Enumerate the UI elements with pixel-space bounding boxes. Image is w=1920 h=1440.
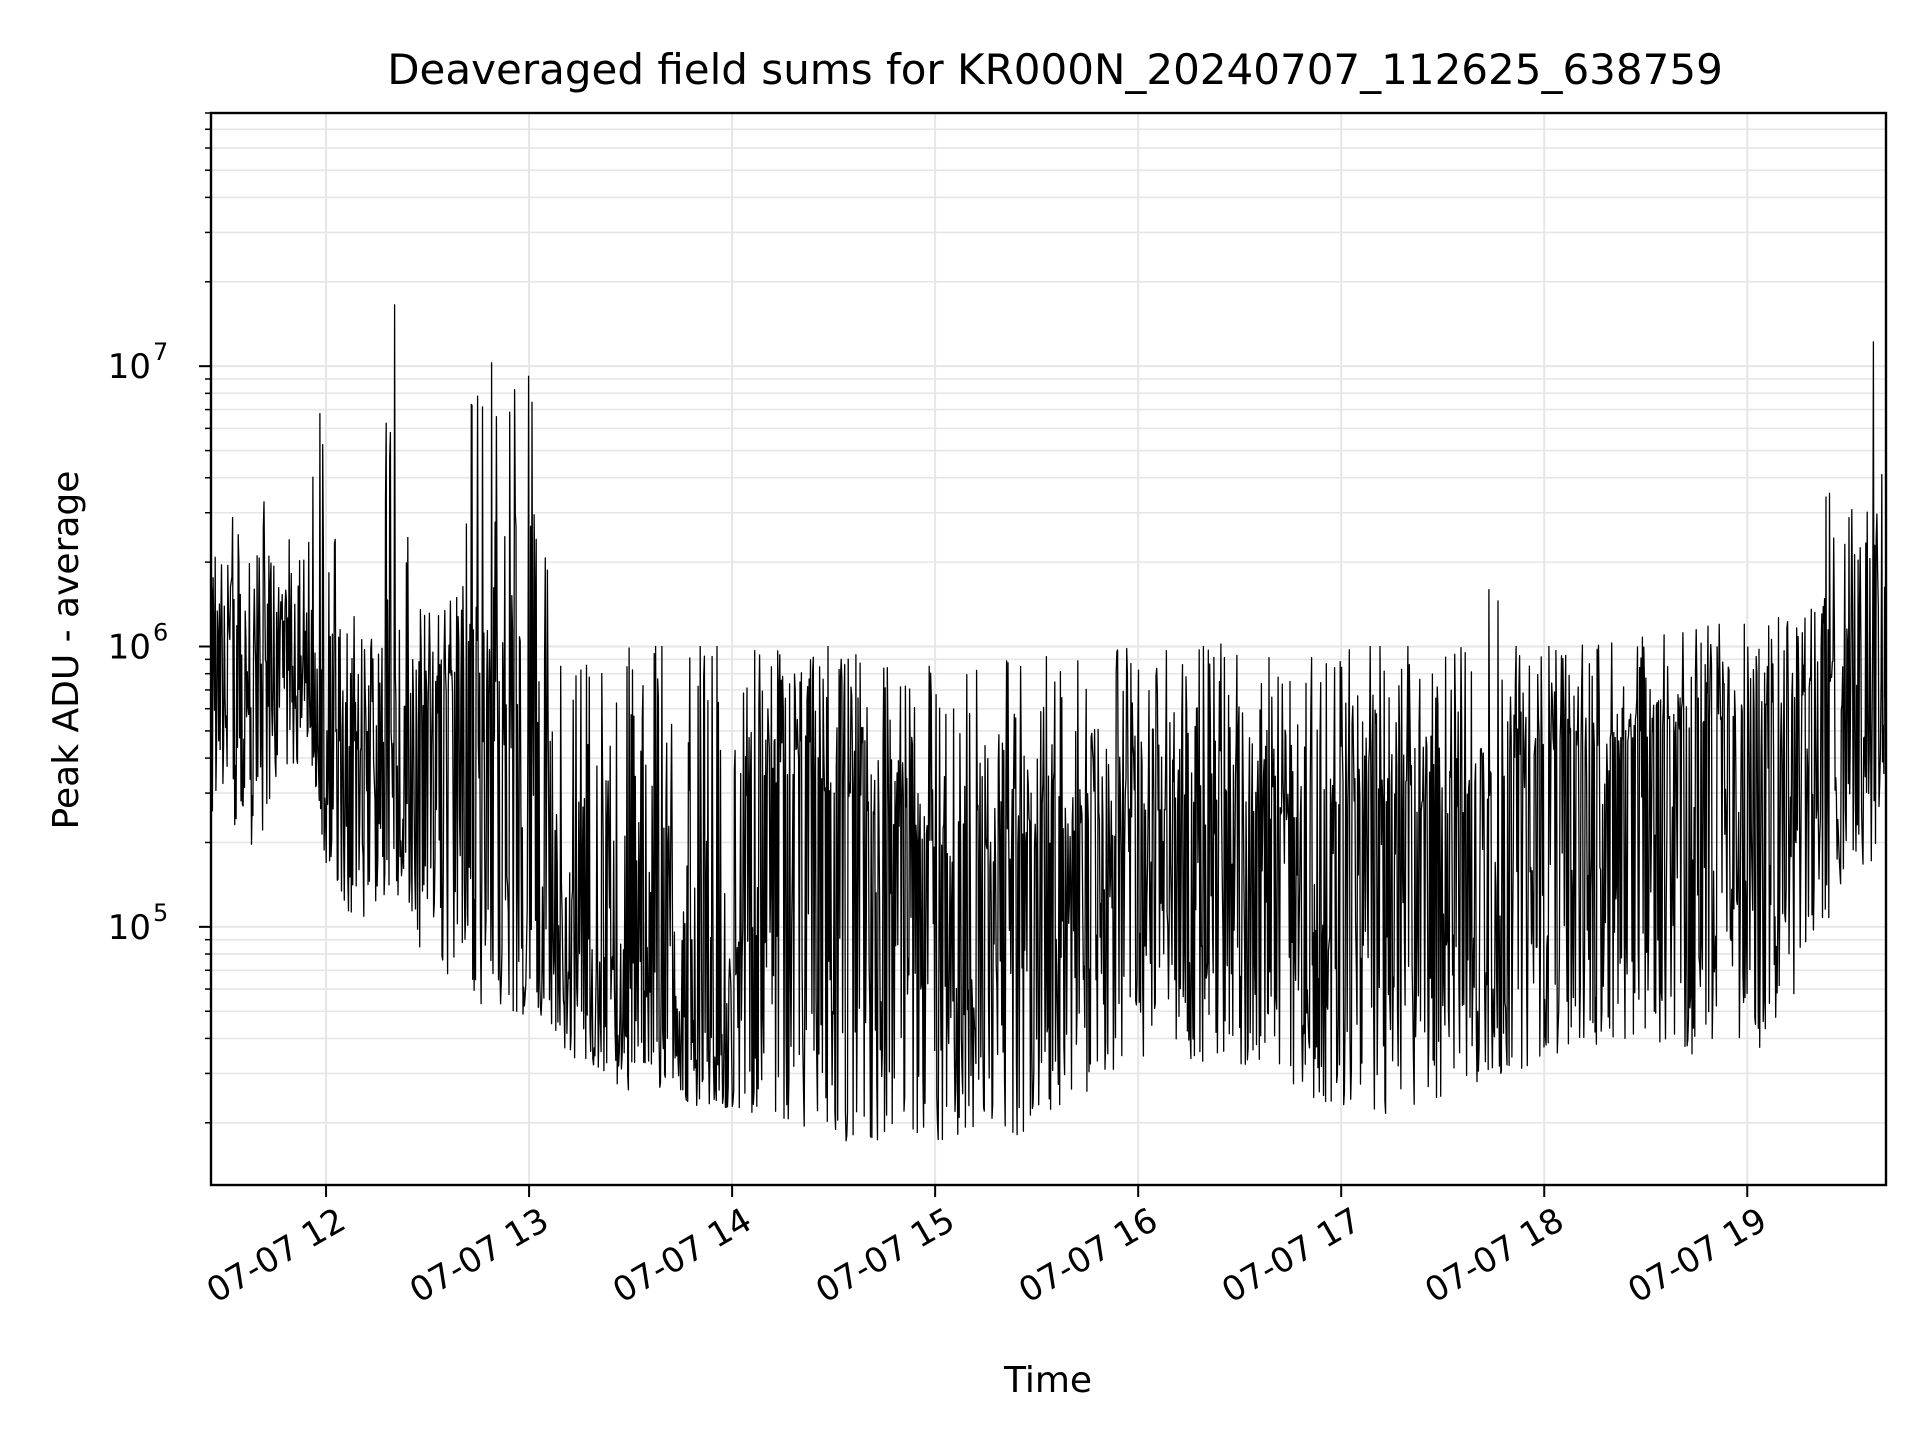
y-tick-label: 10	[108, 347, 151, 387]
x-axis-label: Time	[1003, 1360, 1092, 1401]
plot-area-frame	[209, 111, 1888, 1187]
y-tick-exponent: 7	[153, 338, 168, 366]
y-axis-label: Peak ADU - average	[46, 471, 87, 830]
y-tick-label: 10	[108, 908, 151, 948]
y-tick-label: 10	[108, 628, 151, 668]
y-tick-exponent: 6	[153, 619, 168, 647]
chart-title: Deaveraged field sums for KR000N_2024070…	[387, 45, 1723, 94]
data-series-line	[210, 304, 1887, 1142]
y-tick-exponent: 5	[153, 899, 168, 927]
series-line-path	[210, 304, 1887, 1142]
